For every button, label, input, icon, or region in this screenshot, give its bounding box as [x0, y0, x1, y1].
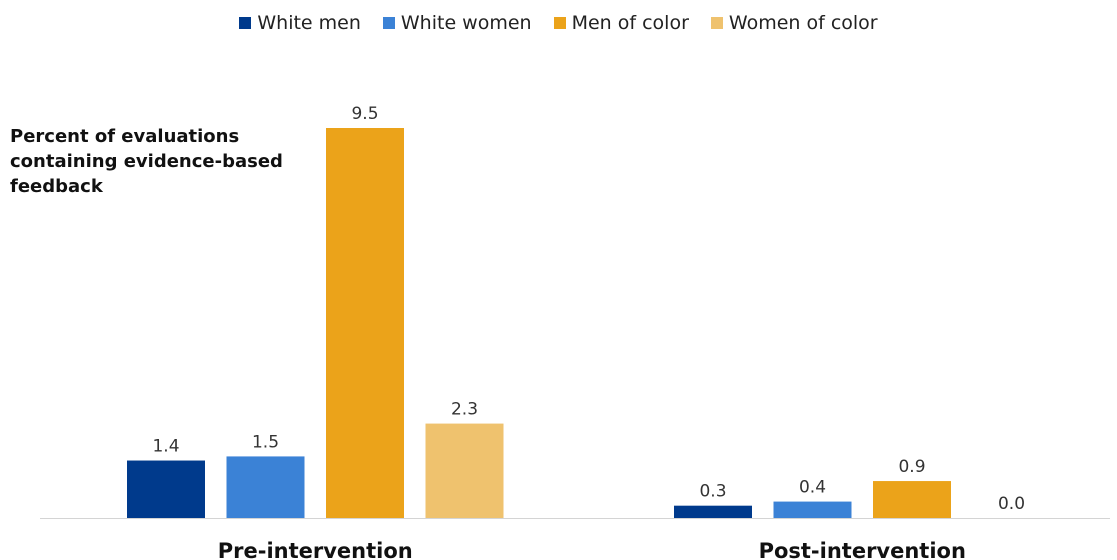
legend-swatch-women-of-color	[710, 17, 723, 29]
legend-label-white-men: White men	[257, 12, 361, 34]
data-label-pre-intervention-white-men: 1.4	[152, 437, 179, 457]
bar-post-intervention-men-of-color	[873, 481, 951, 518]
legend-item-white-men: White men	[239, 12, 361, 34]
legend-swatch-men-of-color	[553, 17, 566, 29]
y-axis-label: Percent of evaluations containing eviden…	[10, 126, 283, 197]
legend-label-men-of-color: Men of color	[571, 12, 689, 34]
bar-post-intervention-white-women	[773, 501, 852, 518]
legend-label-women-of-color: Women of color	[728, 12, 878, 34]
bar-pre-intervention-women-of-color	[425, 423, 504, 518]
data-label-post-intervention-men-of-color: 0.9	[898, 457, 925, 477]
bar-pre-intervention-men-of-color	[326, 128, 404, 518]
data-label-pre-intervention-white-women: 1.5	[252, 432, 279, 452]
chart-legend: White men White women Men of color Women…	[0, 12, 1117, 34]
bar-pre-intervention-white-men	[127, 460, 205, 518]
data-label-pre-intervention-men-of-color: 9.5	[351, 104, 378, 124]
legend-item-white-women: White women	[382, 12, 532, 34]
legend-label-white-women: White women	[400, 12, 532, 34]
data-label-post-intervention-white-women: 0.4	[799, 478, 826, 498]
bar-post-intervention-white-men	[674, 505, 752, 518]
category-label-post-intervention: Post-intervention	[759, 539, 966, 560]
legend-swatch-white-women	[382, 17, 395, 29]
category-label-pre-intervention: Pre-intervention	[218, 539, 413, 560]
bar-pre-intervention-white-women	[226, 456, 305, 518]
data-label-pre-intervention-women-of-color: 2.3	[451, 400, 478, 420]
legend-swatch-white-men	[239, 17, 252, 29]
legend-item-women-of-color: Women of color	[710, 12, 878, 34]
legend-item-men-of-color: Men of color	[553, 12, 689, 34]
data-label-post-intervention-women-of-color: 0.0	[998, 494, 1025, 514]
data-label-post-intervention-white-men: 0.3	[699, 482, 726, 502]
